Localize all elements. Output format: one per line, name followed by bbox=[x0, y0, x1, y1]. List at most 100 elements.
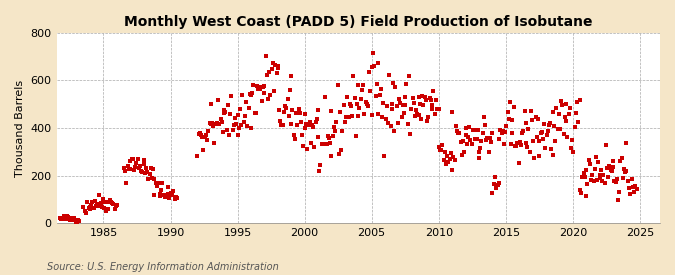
Point bbox=[488, 182, 499, 186]
Point bbox=[121, 181, 132, 186]
Point bbox=[234, 126, 244, 130]
Point bbox=[327, 134, 338, 138]
Point bbox=[325, 140, 335, 145]
Point bbox=[453, 131, 464, 136]
Point bbox=[249, 111, 260, 115]
Point bbox=[501, 123, 512, 128]
Point bbox=[213, 97, 223, 102]
Point bbox=[97, 197, 108, 202]
Point bbox=[97, 205, 107, 210]
Point bbox=[439, 150, 450, 154]
Point bbox=[285, 87, 296, 92]
Point bbox=[258, 85, 269, 90]
Point bbox=[69, 216, 80, 221]
Point bbox=[384, 73, 395, 77]
Point bbox=[226, 94, 237, 98]
Point bbox=[421, 98, 431, 102]
Point bbox=[592, 178, 603, 182]
Point bbox=[214, 122, 225, 127]
Point bbox=[589, 167, 600, 171]
Point bbox=[603, 175, 614, 179]
Point bbox=[353, 114, 364, 118]
Point bbox=[523, 126, 534, 131]
Point bbox=[168, 189, 179, 193]
Point bbox=[537, 130, 547, 134]
Point bbox=[581, 194, 592, 199]
Point bbox=[460, 126, 471, 131]
Point bbox=[362, 104, 373, 109]
Point bbox=[269, 89, 279, 93]
Point bbox=[616, 156, 627, 160]
Point bbox=[292, 122, 302, 127]
Point bbox=[609, 179, 620, 183]
Point bbox=[593, 160, 604, 165]
Point bbox=[286, 73, 296, 78]
Point bbox=[618, 176, 628, 180]
Point bbox=[539, 122, 549, 126]
Point bbox=[329, 129, 340, 134]
Point bbox=[493, 180, 504, 185]
Point bbox=[625, 191, 636, 196]
Point bbox=[491, 186, 502, 191]
Point bbox=[215, 117, 226, 122]
Point bbox=[367, 65, 377, 69]
Point bbox=[450, 123, 461, 128]
Point bbox=[487, 131, 497, 135]
Point bbox=[88, 206, 99, 210]
Point bbox=[502, 110, 513, 114]
Point bbox=[387, 81, 398, 85]
Point bbox=[578, 171, 589, 175]
Point bbox=[577, 175, 588, 180]
Point bbox=[562, 135, 573, 139]
Point bbox=[246, 92, 256, 97]
Point bbox=[210, 122, 221, 127]
Point bbox=[557, 103, 568, 108]
Point bbox=[284, 114, 294, 118]
Point bbox=[204, 121, 215, 125]
Point bbox=[108, 202, 119, 207]
Point bbox=[447, 110, 458, 115]
Point bbox=[87, 200, 98, 205]
Point bbox=[209, 141, 220, 145]
Point bbox=[344, 101, 355, 106]
Point bbox=[447, 168, 458, 172]
Point bbox=[443, 160, 454, 164]
Point bbox=[612, 176, 622, 181]
Point bbox=[193, 132, 204, 136]
Point bbox=[470, 137, 481, 142]
Point bbox=[265, 92, 276, 97]
Point bbox=[342, 95, 353, 99]
Point bbox=[93, 203, 104, 208]
Point bbox=[458, 139, 468, 144]
Point bbox=[319, 142, 329, 147]
Point bbox=[353, 83, 364, 87]
Point bbox=[134, 164, 145, 168]
Point bbox=[348, 74, 359, 78]
Point bbox=[288, 133, 299, 138]
Point bbox=[621, 169, 632, 173]
Point bbox=[476, 138, 487, 143]
Point bbox=[543, 129, 554, 133]
Point bbox=[574, 188, 585, 192]
Point bbox=[125, 166, 136, 171]
Point bbox=[321, 141, 332, 146]
Point bbox=[615, 159, 626, 163]
Point bbox=[111, 203, 122, 207]
Point bbox=[407, 96, 418, 100]
Point bbox=[622, 179, 633, 184]
Point bbox=[398, 103, 408, 108]
Point bbox=[497, 129, 508, 134]
Point bbox=[508, 104, 519, 109]
Point bbox=[423, 115, 434, 119]
Point bbox=[537, 137, 548, 141]
Point bbox=[252, 84, 263, 89]
Point bbox=[441, 162, 452, 166]
Point bbox=[95, 201, 106, 205]
Point bbox=[442, 154, 453, 158]
Point bbox=[412, 111, 423, 116]
Point bbox=[459, 150, 470, 154]
Point bbox=[522, 145, 533, 149]
Point bbox=[512, 141, 522, 145]
Point bbox=[205, 122, 216, 126]
Point bbox=[61, 217, 72, 221]
